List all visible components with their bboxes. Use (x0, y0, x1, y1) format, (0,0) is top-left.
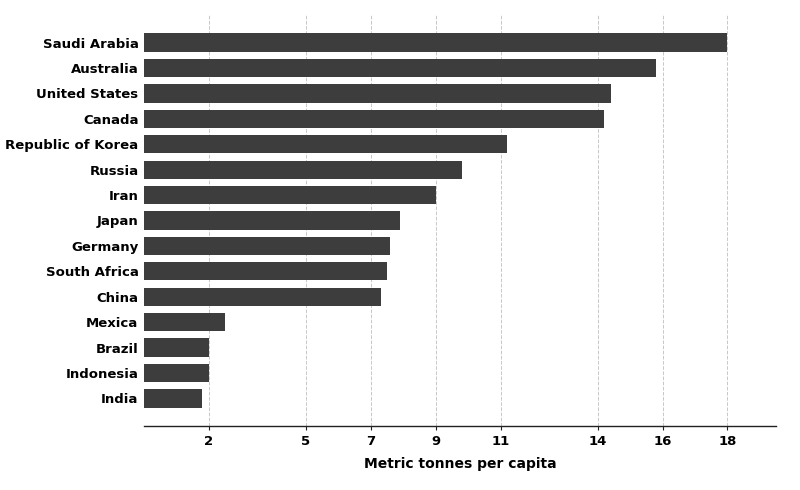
Bar (144, 237, 390, 255)
Bar (144, 339, 209, 357)
Bar (144, 110, 604, 128)
Bar (144, 313, 225, 331)
Bar (144, 84, 610, 102)
Bar (144, 59, 656, 77)
Bar (144, 33, 727, 52)
Bar (144, 161, 462, 179)
Bar (144, 135, 507, 153)
Bar (144, 211, 400, 230)
Bar (144, 364, 209, 382)
Bar (144, 389, 202, 408)
X-axis label: Metric tonnes per capita: Metric tonnes per capita (364, 457, 556, 471)
Bar (144, 288, 381, 306)
Bar (144, 262, 387, 280)
Bar (144, 186, 436, 204)
